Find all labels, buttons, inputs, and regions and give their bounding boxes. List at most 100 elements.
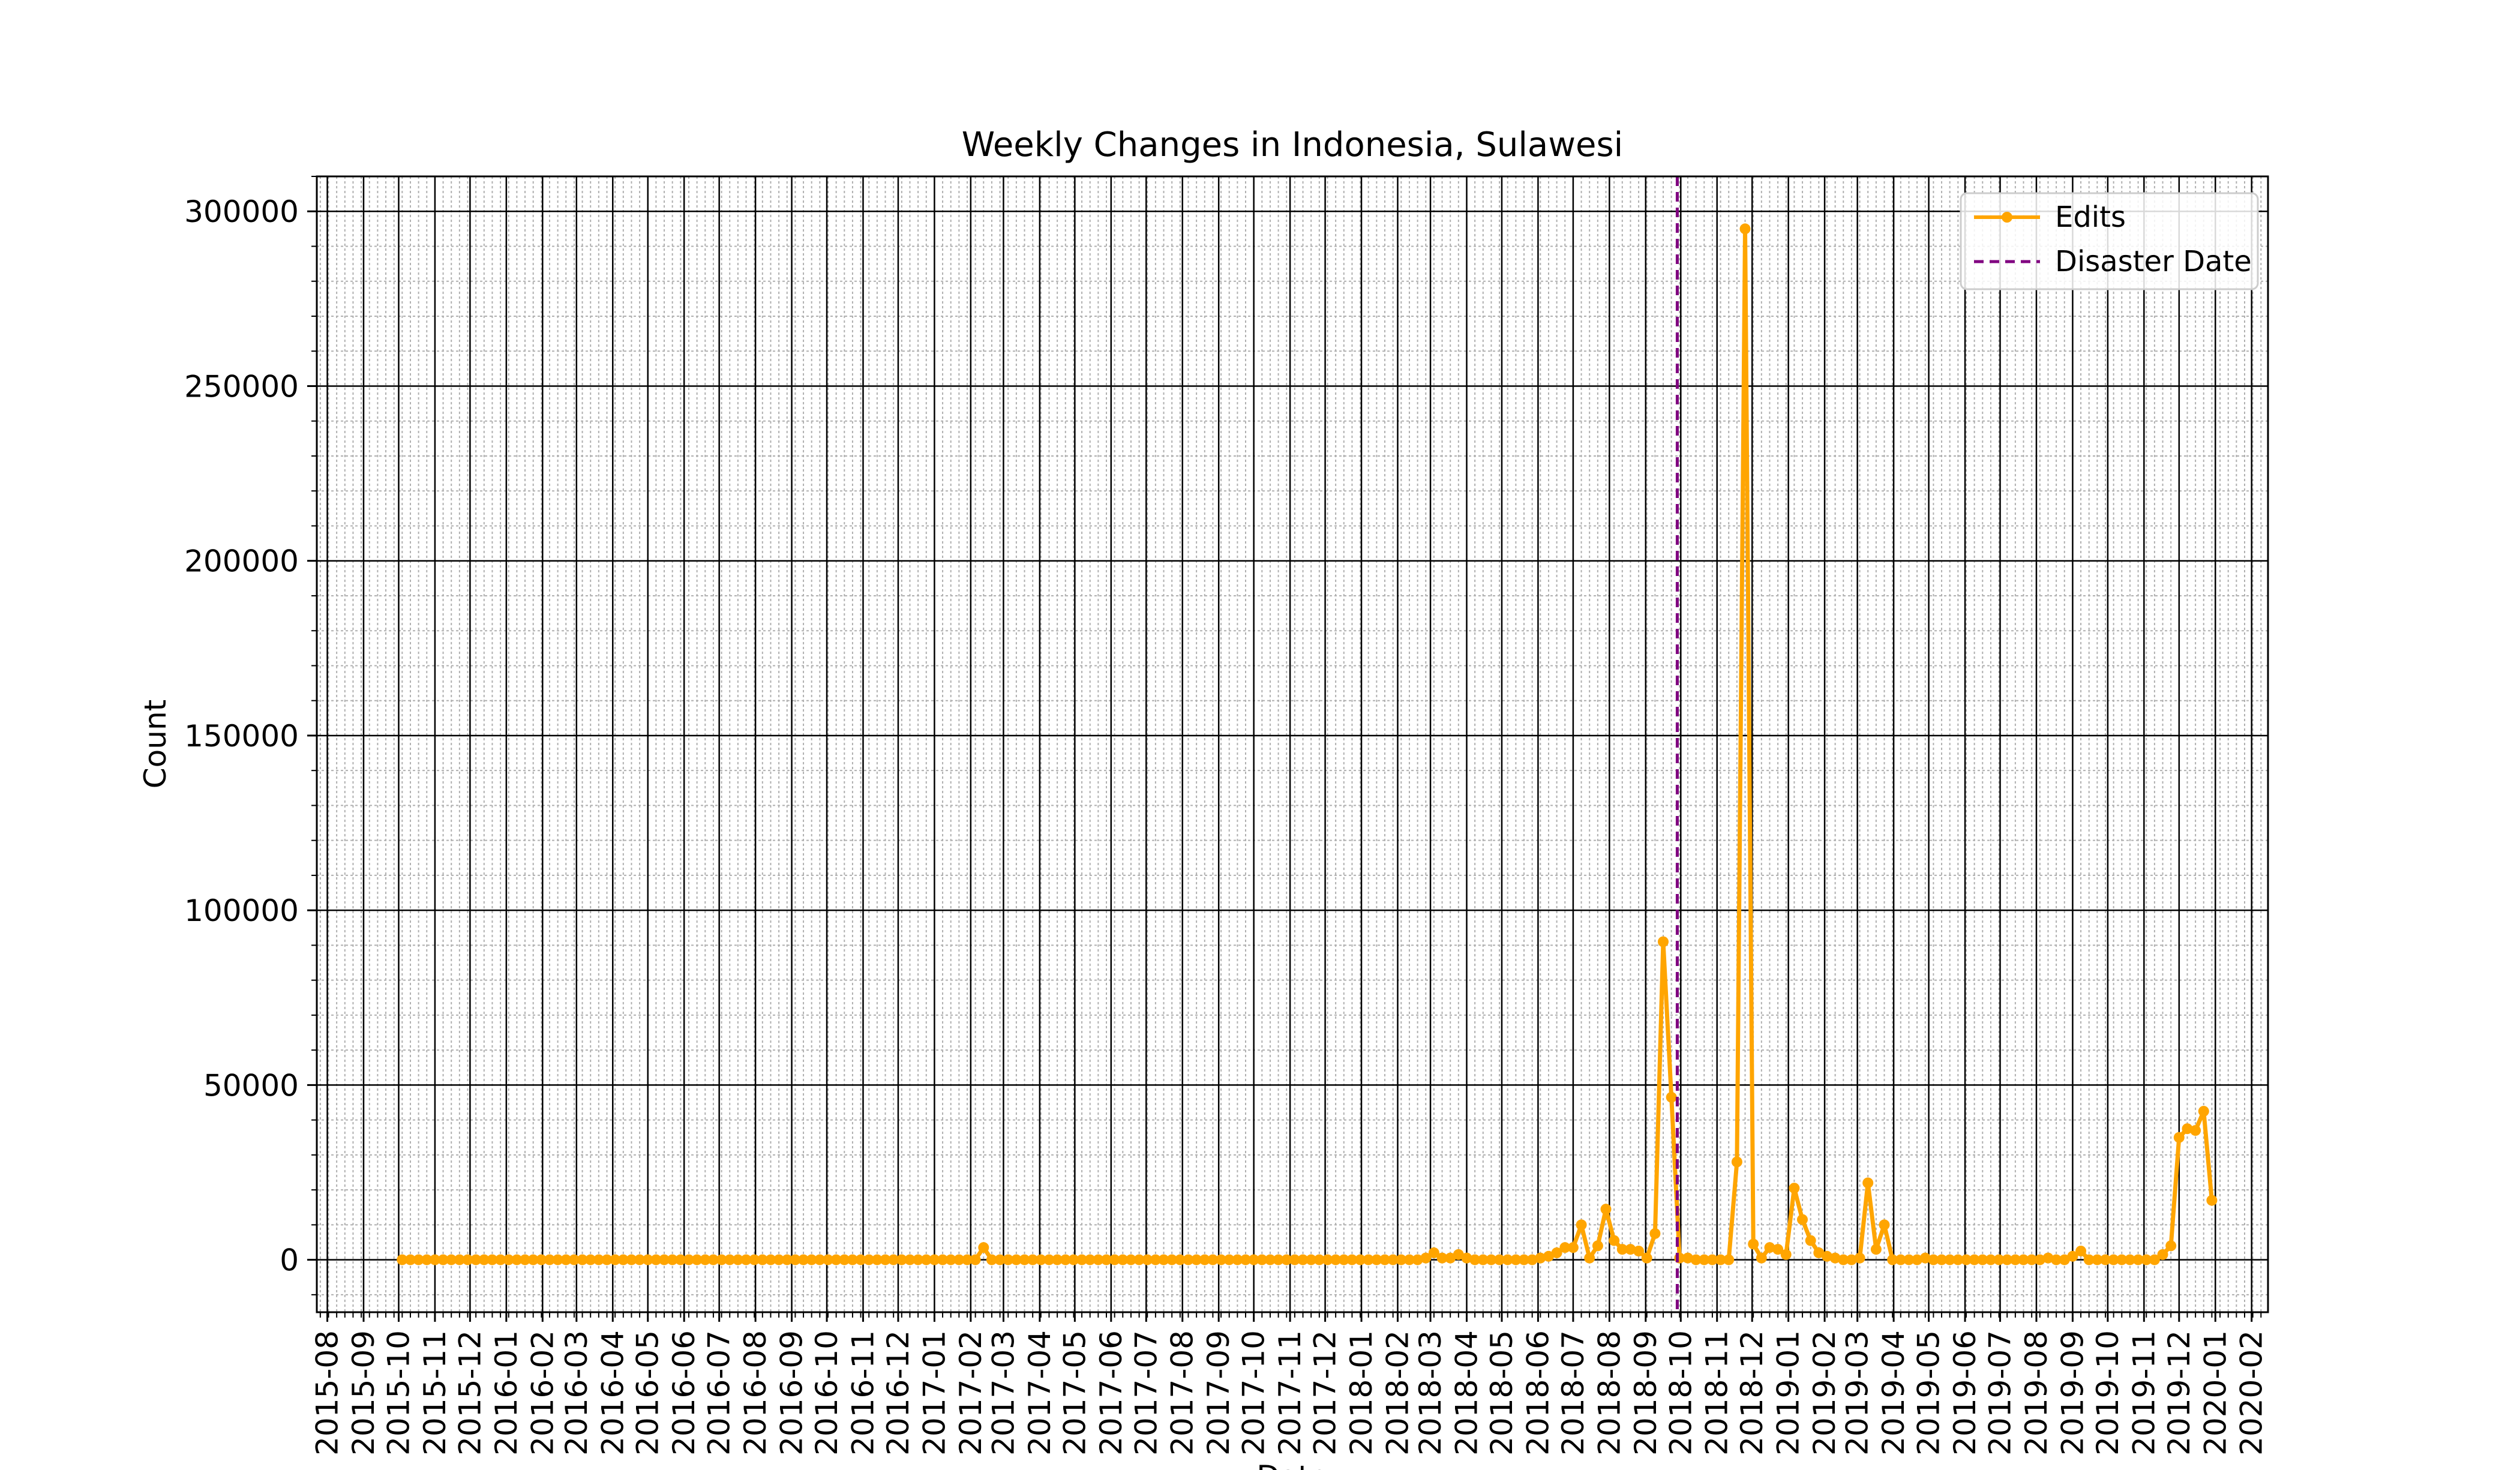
- data-point-edits: [1461, 1252, 1472, 1264]
- data-point-edits: [790, 1254, 801, 1265]
- x-tick-label: 2019-01: [1771, 1330, 1806, 1456]
- data-point-edits: [634, 1254, 646, 1265]
- data-point-edits: [871, 1254, 883, 1265]
- y-axis-label: Count: [138, 700, 173, 789]
- data-point-edits: [1150, 1254, 1161, 1265]
- data-point-edits: [1502, 1254, 1513, 1265]
- data-point-edits: [700, 1254, 711, 1265]
- x-tick-label: 2018-10: [1663, 1330, 1698, 1456]
- data-point-edits: [421, 1254, 433, 1265]
- x-tick-label: 2018-12: [1735, 1330, 1769, 1456]
- data-point-edits: [913, 1254, 924, 1265]
- legend: Edits Disaster Date: [1960, 192, 2259, 290]
- data-point-edits: [2206, 1195, 2218, 1206]
- data-point-edits: [511, 1254, 523, 1265]
- data-point-edits: [823, 1254, 833, 1265]
- data-point-edits: [2173, 1132, 2185, 1143]
- data-point-edits: [1125, 1254, 1136, 1265]
- x-tick-label: 2016-05: [631, 1330, 665, 1456]
- data-point-edits: [937, 1254, 949, 1265]
- data-point-edits: [1535, 1252, 1546, 1264]
- data-point-edits: [1887, 1254, 1898, 1265]
- data-point-edits: [1854, 1252, 1865, 1264]
- x-tick-label: 2020-02: [2234, 1330, 2269, 1456]
- x-tick-label: 2017-06: [1094, 1330, 1129, 1456]
- data-point-edits: [1609, 1235, 1620, 1246]
- data-point-edits: [544, 1254, 555, 1265]
- data-point-edits: [1248, 1254, 1259, 1265]
- x-tick-label: 2018-02: [1380, 1330, 1415, 1456]
- data-point-edits: [1379, 1254, 1390, 1265]
- data-point-edits: [1371, 1254, 1382, 1265]
- grid-minor: [317, 176, 2268, 1312]
- y-tick-label: 150000: [184, 719, 299, 754]
- x-tick-label: 2017-11: [1273, 1330, 1307, 1456]
- x-tick-label: 2017-12: [1308, 1330, 1343, 1456]
- x-tick-label: 2016-10: [809, 1330, 844, 1456]
- x-tick-label: 2016-09: [775, 1330, 809, 1456]
- data-point-edits: [626, 1254, 637, 1265]
- x-tick-label: 2018-09: [1628, 1330, 1663, 1456]
- data-point-edits: [1813, 1247, 1825, 1258]
- x-tick-label: 2015-09: [346, 1330, 381, 1456]
- data-point-edits: [830, 1254, 842, 1265]
- legend-edits-label: Edits: [2055, 200, 2126, 234]
- data-point-edits: [617, 1254, 629, 1265]
- data-point-edits: [863, 1254, 875, 1265]
- data-point-edits: [798, 1254, 809, 1265]
- data-point-edits: [2042, 1252, 2054, 1264]
- data-point-edits: [1649, 1228, 1661, 1239]
- x-tick-label: 2017-07: [1129, 1330, 1163, 1456]
- data-point-edits: [1355, 1254, 1366, 1265]
- data-point-edits: [1223, 1254, 1235, 1265]
- y-axis: 0 50000 100000 150000 200000 250000 300000: [184, 176, 317, 1295]
- data-point-edits: [1592, 1240, 1603, 1252]
- data-point-edits: [2165, 1240, 2177, 1252]
- data-point-edits: [1207, 1254, 1219, 1265]
- x-tick-label: 2017-10: [1237, 1330, 1271, 1456]
- data-point-edits: [2009, 1254, 2021, 1265]
- data-point-edits: [1428, 1247, 1439, 1258]
- data-point-edits: [1084, 1254, 1096, 1265]
- data-point-edits: [1936, 1254, 1948, 1265]
- data-point-edits: [2157, 1249, 2168, 1260]
- data-point-edits: [470, 1254, 482, 1265]
- data-point-edits: [1838, 1254, 1849, 1265]
- data-point-edits: [1846, 1254, 1857, 1265]
- data-point-edits: [1183, 1254, 1194, 1265]
- x-tick-label: 2016-02: [525, 1330, 560, 1456]
- data-point-edits: [2075, 1246, 2087, 1257]
- x-tick-label: 2016-07: [702, 1330, 737, 1456]
- data-point-edits: [1117, 1254, 1129, 1265]
- x-tick-label: 2015-08: [310, 1330, 345, 1456]
- data-point-edits: [1739, 223, 1751, 235]
- data-point-edits: [495, 1254, 506, 1265]
- data-point-edits: [1559, 1242, 1571, 1253]
- data-point-edits: [1191, 1254, 1202, 1265]
- data-point-edits: [1346, 1254, 1358, 1265]
- data-point-edits: [953, 1254, 965, 1265]
- data-point-edits: [1199, 1254, 1210, 1265]
- data-point-edits: [487, 1254, 498, 1265]
- data-point-edits: [1576, 1219, 1587, 1231]
- data-point-edits: [2083, 1254, 2095, 1265]
- data-point-edits: [904, 1254, 916, 1265]
- data-point-edits: [1043, 1254, 1055, 1265]
- x-axis: 2015-08 2015-09 2015-10 2015-11 2015-12 2016-…: [310, 1312, 2269, 1456]
- data-point-edits: [503, 1254, 514, 1265]
- data-point-edits: [1436, 1252, 1448, 1264]
- data-point-edits: [1216, 1254, 1227, 1265]
- data-point-edits: [1027, 1254, 1039, 1265]
- data-point-edits: [568, 1254, 580, 1265]
- data-point-edits: [1944, 1254, 1955, 1265]
- x-tick-label: 2016-06: [667, 1330, 701, 1456]
- data-point-edits: [1166, 1254, 1178, 1265]
- data-point-edits: [1404, 1254, 1415, 1265]
- data-point-edits: [446, 1254, 457, 1265]
- data-point-edits: [716, 1254, 727, 1265]
- data-point-edits: [610, 1254, 621, 1265]
- data-point-edits: [2132, 1254, 2144, 1265]
- data-point-edits: [1142, 1254, 1153, 1265]
- x-tick-label: 2017-08: [1165, 1330, 1200, 1456]
- data-point-edits: [1158, 1254, 1169, 1265]
